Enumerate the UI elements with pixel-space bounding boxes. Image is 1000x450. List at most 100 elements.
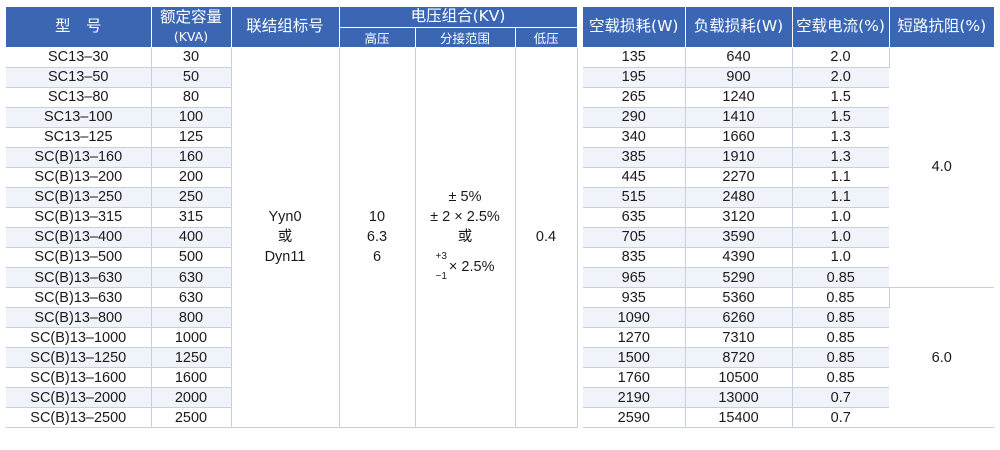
no-load-loss-cell: 135 (583, 47, 686, 68)
capacity-cell: 200 (151, 167, 232, 188)
no-load-loss-cell: 2590 (583, 407, 686, 429)
load-loss-cell: 1910 (685, 147, 793, 168)
load-loss-cell: 5360 (685, 287, 793, 309)
load-loss-cell: 5290 (685, 267, 793, 289)
table-row: SC(B)13–1250 1250 1500 8720 0.85 (6, 347, 994, 369)
table-row: SC(B)13–400 400 705 3590 1.0 (6, 227, 994, 248)
column-gap (577, 7, 584, 47)
capacity-cell: 80 (151, 87, 232, 108)
load-loss-cell: 3120 (685, 207, 793, 228)
no-load-loss-cell: 385 (583, 147, 686, 168)
model-cell: SC13–80 (6, 87, 152, 108)
header-capacity-label: 额定容量 (159, 7, 222, 26)
header-no-load-loss: 空载损耗(W) (583, 7, 686, 48)
header-hv: 高压 (339, 27, 416, 48)
no-load-loss-cell: 290 (583, 107, 686, 128)
model-cell: SC13–125 (6, 127, 152, 148)
load-loss-cell: 6260 (685, 307, 793, 329)
no-load-loss-cell: 835 (583, 247, 686, 269)
capacity-cell: 800 (151, 307, 232, 329)
header-capacity-unit: (KVA) (173, 28, 209, 44)
table-row: SC(B)13–1600 1600 1760 10500 0.85 (6, 367, 994, 389)
no-load-loss-cell: 265 (583, 87, 686, 108)
no-load-current-cell: 1.3 (792, 147, 890, 168)
capacity-cell: 400 (151, 227, 232, 248)
transformer-spec-table: 型 号 额定容量 (KVA) 联结组标号 电压组合(KV) 空载损耗(W) 负载… (6, 7, 995, 429)
header-lv: 低压 (515, 27, 578, 48)
tap-fraction-rest: × 2.5% (448, 259, 495, 276)
tap-fraction-top: +3 (435, 251, 447, 263)
load-loss-cell: 1410 (685, 107, 793, 128)
capacity-cell: 1600 (151, 367, 232, 389)
header-vector-group: 联结组标号 (231, 7, 340, 48)
model-cell: SC(B)13–1000 (6, 327, 152, 349)
capacity-cell: 160 (151, 147, 232, 168)
no-load-current-cell: 1.0 (792, 207, 890, 228)
load-loss-cell: 1240 (685, 87, 793, 108)
load-loss-cell: 7310 (685, 327, 793, 349)
table-row: SC(B)13–630 630 965 5290 0.85 (6, 267, 994, 289)
table-row: SC(B)13–200 200 445 2270 1.1 (6, 167, 994, 188)
tap-range-line: ± 2 × 2.5% (430, 209, 500, 226)
model-cell: SC(B)13–400 (6, 227, 152, 248)
load-loss-cell: 2480 (685, 187, 793, 208)
model-cell: SC(B)13–500 (6, 247, 152, 269)
no-load-current-cell: 0.85 (792, 367, 890, 389)
tap-fraction-bottom: −1 (435, 271, 447, 283)
hv-line: 10 (368, 209, 386, 226)
table-row: SC13–50 50 195 900 2.0 (6, 67, 994, 88)
no-load-loss-cell: 340 (583, 127, 686, 148)
no-load-current-cell: 2.0 (792, 67, 890, 88)
header-no-load-current: 空载电流(%) (792, 7, 890, 48)
tap-fraction: +3 −1 (436, 247, 447, 287)
no-load-current-cell: 1.1 (792, 187, 890, 208)
table-row: SC(B)13–315 315 635 3120 1.0 (6, 207, 994, 228)
capacity-cell: 500 (151, 247, 232, 269)
capacity-cell: 630 (151, 267, 232, 289)
header-capacity: 额定容量 (KVA) (151, 7, 232, 48)
no-load-current-cell: 0.85 (792, 267, 890, 289)
model-cell: SC(B)13–630 (6, 287, 152, 309)
no-load-loss-cell: 195 (583, 67, 686, 88)
table-row: SC13–30 30 Yyn0 或 Dyn11 10 6.3 6 ± 5% ± 2 × 2.5% 或… (6, 47, 995, 429)
load-loss-cell: 900 (685, 67, 793, 88)
vector-group-cell: Yyn0 或 Dyn11 (231, 47, 340, 429)
no-load-loss-cell: 515 (583, 187, 686, 208)
model-cell: SC(B)13–200 (6, 167, 152, 188)
capacity-cell: 2500 (151, 407, 232, 429)
load-loss-cell: 8720 (685, 347, 793, 369)
model-cell: SC(B)13–800 (6, 307, 152, 329)
no-load-current-cell: 0.7 (792, 387, 890, 409)
vector-group-line: Dyn11 (264, 249, 306, 266)
no-load-loss-cell: 705 (583, 227, 686, 248)
model-cell: SC(B)13–315 (6, 207, 152, 228)
hv-cell: 10 6.3 6 (339, 47, 416, 429)
impedance-group-1: 4.0 (889, 47, 995, 289)
capacity-cell: 100 (151, 107, 232, 128)
table-row: SC(B)13–160 160 385 1910 1.3 (6, 147, 994, 168)
table-row: SC(B)13–2000 2000 2190 13000 0.7 (6, 387, 994, 409)
model-cell: SC(B)13–1600 (6, 367, 152, 389)
no-load-current-cell: 1.0 (792, 247, 890, 269)
no-load-loss-cell: 1090 (583, 307, 686, 329)
capacity-cell: 125 (151, 127, 232, 148)
no-load-loss-cell: 2190 (583, 387, 686, 409)
no-load-current-cell: 1.0 (792, 227, 890, 248)
table-row: SC(B)13–500 500 835 4390 1.0 (6, 247, 994, 269)
load-loss-cell: 13000 (685, 387, 793, 409)
capacity-cell: 30 (151, 47, 232, 68)
tap-range-line: 或 (457, 229, 473, 246)
no-load-current-cell: 1.5 (792, 87, 890, 108)
no-load-current-cell: 1.3 (792, 127, 890, 148)
header-voltage-group: 电压组合(KV) (339, 7, 578, 28)
capacity-cell: 50 (151, 67, 232, 88)
load-loss-cell: 10500 (685, 367, 793, 389)
table-row: SC13–125 125 340 1660 1.3 (6, 127, 994, 148)
capacity-cell: 250 (151, 187, 232, 208)
tap-range-fraction-line: +3 −1 × 2.5% (416, 247, 515, 287)
no-load-current-cell: 1.1 (792, 167, 890, 188)
table-row: SC(B)13–630 630 935 5360 0.85 6.0 (6, 287, 995, 429)
hv-line: 6.3 (366, 229, 388, 246)
table-row: SC(B)13–1000 1000 1270 7310 0.85 (6, 327, 994, 349)
no-load-loss-cell: 635 (583, 207, 686, 228)
